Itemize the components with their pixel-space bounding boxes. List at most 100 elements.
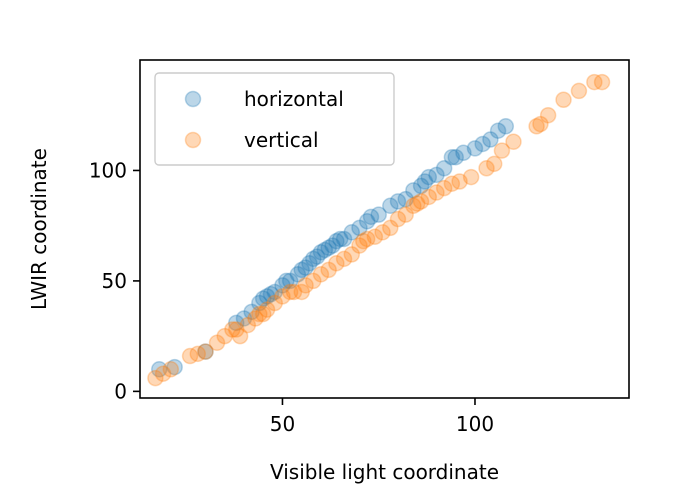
data-point-horizontal <box>262 285 280 303</box>
data-point-vertical <box>374 224 391 241</box>
data-point-horizontal <box>312 243 330 261</box>
data-point-horizontal <box>305 250 322 268</box>
data-point-vertical <box>285 283 303 301</box>
data-point-vertical <box>420 188 438 206</box>
data-point-vertical <box>397 206 414 223</box>
data-point-vertical <box>593 73 611 91</box>
data-point-vertical <box>343 246 361 263</box>
data-point-horizontal <box>320 239 337 257</box>
data-point-horizontal <box>351 219 368 237</box>
data-point-horizontal <box>266 283 284 301</box>
data-point-vertical <box>358 230 376 248</box>
data-point-horizontal <box>251 294 268 312</box>
legend-frame <box>154 72 395 166</box>
data-point-horizontal <box>397 190 414 208</box>
data-point-vertical <box>216 327 233 345</box>
legend-marker-horizontal <box>184 90 202 108</box>
legend-label-horizontal: horizontal <box>244 87 344 111</box>
x-axis-label: Visible light coordinate <box>270 460 499 484</box>
data-point-horizontal <box>278 272 295 290</box>
data-point-vertical <box>189 345 207 363</box>
data-point-vertical <box>493 142 511 159</box>
data-point-vertical <box>224 321 241 338</box>
data-point-horizontal <box>489 122 507 139</box>
data-point-horizontal <box>358 213 376 230</box>
data-point-vertical <box>412 193 430 210</box>
ticks-layer: 50 100 0 50 100 <box>89 158 494 436</box>
data-point-vertical <box>266 294 284 312</box>
data-point-vertical <box>254 305 272 323</box>
data-point-vertical <box>154 365 172 382</box>
data-point-vertical <box>478 160 495 177</box>
legend: horizontal vertical <box>154 72 395 166</box>
data-point-vertical <box>570 82 588 100</box>
data-point-vertical <box>428 184 445 201</box>
data-point-vertical <box>328 254 345 272</box>
data-point-vertical <box>231 327 249 345</box>
data-point-vertical <box>382 219 399 237</box>
legend-marker-vertical <box>184 131 202 149</box>
data-point-horizontal <box>301 254 318 272</box>
data-point-horizontal <box>151 361 168 378</box>
data-point-vertical <box>335 250 353 268</box>
data-point-vertical <box>408 195 426 212</box>
data-point-vertical <box>528 118 545 135</box>
data-point-vertical <box>208 334 226 352</box>
data-point-vertical <box>366 228 384 245</box>
data-point-horizontal <box>482 131 499 148</box>
plot-frame <box>139 59 630 399</box>
data-point-vertical <box>147 369 164 387</box>
data-point-vertical <box>555 91 572 109</box>
data-point-vertical <box>297 277 314 294</box>
data-point-horizontal <box>389 193 407 210</box>
y-tick-label: 50 <box>102 269 127 293</box>
data-point-horizontal <box>466 140 484 157</box>
data-point-vertical <box>228 321 245 338</box>
data-point-horizontal <box>335 230 353 248</box>
x-tick-label: 100 <box>456 412 494 436</box>
data-point-horizontal <box>435 160 453 177</box>
data-point-horizontal <box>343 224 361 241</box>
data-point-horizontal <box>447 148 464 166</box>
x-tick-label: 50 <box>270 412 295 436</box>
data-point-horizontal <box>497 118 515 135</box>
data-point-horizontal <box>362 208 380 226</box>
data-point-horizontal <box>166 358 183 376</box>
data-point-horizontal <box>197 343 214 360</box>
data-point-vertical <box>505 133 522 150</box>
data-point-horizontal <box>370 206 387 223</box>
data-point-horizontal <box>281 272 299 290</box>
data-point-vertical <box>162 361 180 378</box>
data-point-horizontal <box>228 314 245 332</box>
data-point-vertical <box>258 301 276 318</box>
data-point-horizontal <box>428 166 445 184</box>
points-layer <box>147 73 611 387</box>
data-point-horizontal <box>243 303 260 321</box>
data-point-vertical <box>443 175 461 192</box>
data-point-vertical <box>485 155 503 173</box>
data-point-horizontal <box>420 168 438 186</box>
data-point-horizontal <box>443 148 461 166</box>
data-point-horizontal <box>293 261 310 279</box>
data-point-horizontal <box>324 237 341 254</box>
data-point-vertical <box>451 173 468 190</box>
data-point-vertical <box>312 266 330 283</box>
data-point-vertical <box>293 283 310 301</box>
y-tick-label: 0 <box>114 379 127 403</box>
data-point-horizontal <box>254 290 272 307</box>
data-point-horizontal <box>455 144 472 162</box>
data-point-horizontal <box>316 241 334 259</box>
data-point-vertical <box>239 316 257 334</box>
y-tick-label: 100 <box>89 158 127 182</box>
data-point-horizontal <box>289 266 307 283</box>
data-point-horizontal <box>297 259 314 276</box>
data-point-vertical <box>320 261 337 279</box>
data-point-horizontal <box>274 277 291 294</box>
data-point-horizontal <box>474 135 491 153</box>
data-point-vertical <box>405 197 422 215</box>
data-point-horizontal <box>416 173 434 190</box>
data-point-horizontal <box>235 310 253 327</box>
data-point-vertical <box>389 210 407 228</box>
data-point-vertical <box>197 343 214 360</box>
